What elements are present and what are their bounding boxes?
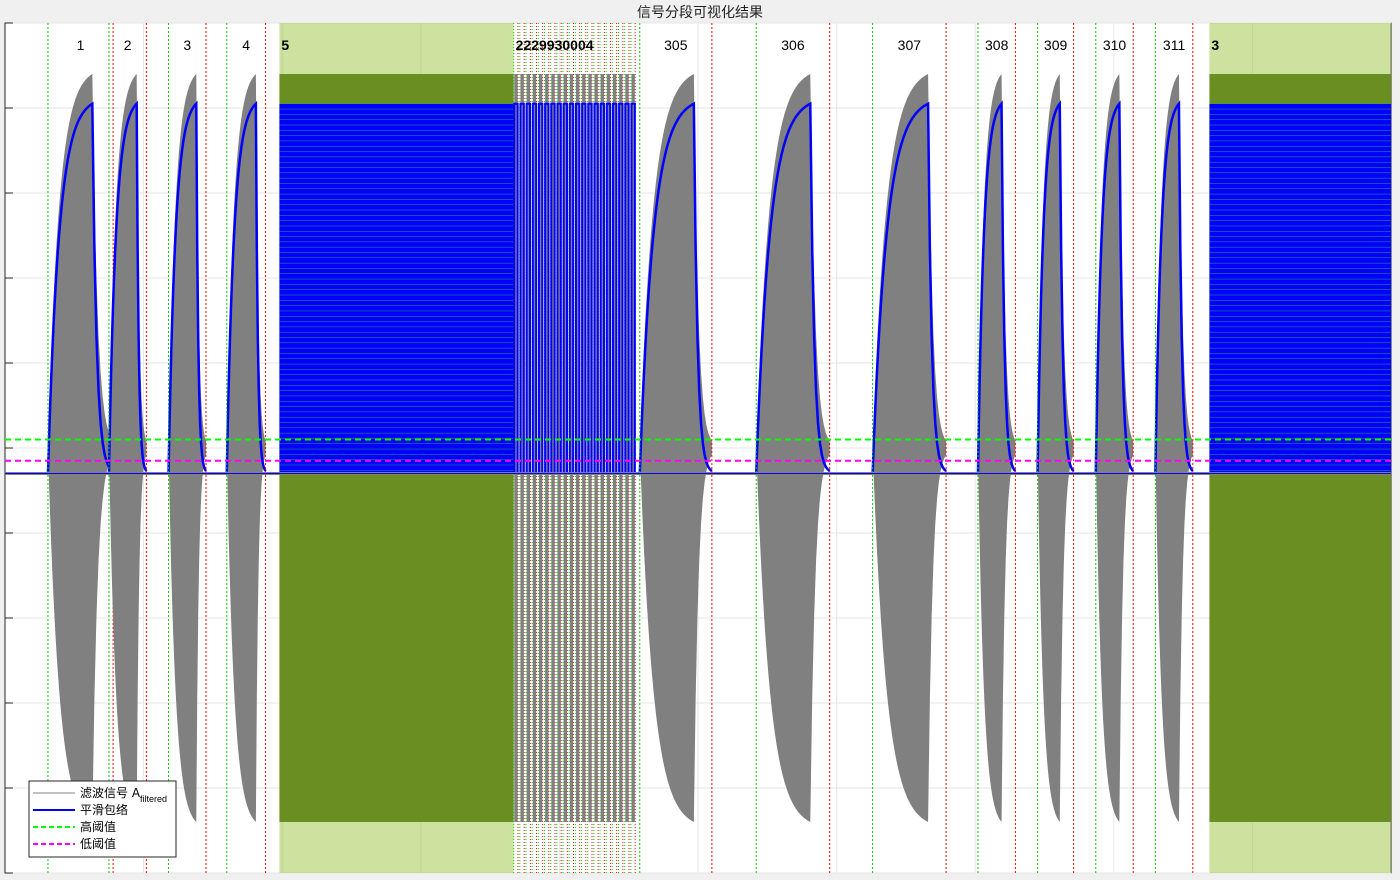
segment-307: 307: [871, 23, 947, 873]
signal-burst: [594, 74, 598, 822]
signal-burst: [569, 74, 574, 822]
segment-label: 306: [781, 37, 805, 53]
envelope-line: [638, 101, 713, 474]
segment-label: 4: [242, 37, 250, 53]
signal-burst: [526, 74, 531, 822]
legend-label: 高阈值: [80, 819, 116, 834]
legend-label: 平滑包络: [80, 802, 128, 817]
segment-3: 3: [167, 23, 208, 873]
signal-burst: [600, 74, 605, 822]
signal-burst: [563, 74, 568, 822]
signal-burst: [557, 74, 561, 822]
segment-305: 305: [638, 23, 713, 873]
signal-burst: [639, 74, 712, 822]
segment-label: 3: [183, 37, 191, 53]
signal-burst: [582, 74, 586, 822]
dense-envelope: [279, 103, 514, 474]
signal-burst: [588, 74, 592, 822]
signal-burst: [1095, 74, 1134, 822]
envelope-line: [225, 100, 267, 474]
segment-309: 309: [1036, 23, 1075, 873]
envelope-line: [754, 101, 831, 474]
signal-burst: [538, 74, 543, 822]
signal-burst: [625, 74, 629, 822]
chart-title: 信号分段可视化结果: [637, 5, 763, 21]
signal-burst: [872, 74, 947, 822]
signal-burst: [47, 74, 114, 822]
dense-envelope: [1209, 103, 1391, 474]
signal-burst: [1037, 74, 1074, 822]
dense-block-3: 3: [1209, 23, 1391, 873]
segment-310: 310: [1094, 23, 1135, 873]
dense-label: 3: [1211, 37, 1219, 53]
segment-4: 4: [225, 23, 267, 873]
segment-label: 1: [77, 37, 85, 53]
signal-burst: [612, 74, 617, 822]
segment-label: 310: [1103, 37, 1127, 53]
signal-burst: [1155, 74, 1193, 822]
signal-burst: [606, 74, 611, 822]
segment-2: 2: [107, 23, 148, 873]
segment-311: 311: [1154, 23, 1194, 873]
segment-label: 2: [124, 37, 132, 53]
envelope-line: [167, 100, 208, 474]
envelope-line: [1094, 100, 1135, 474]
dense-block-2: 2229930004: [513, 23, 636, 873]
segment-label: 311: [1163, 37, 1186, 53]
segment-306: 306: [754, 23, 831, 873]
signal-burst: [977, 74, 1016, 822]
envelope-line: [871, 101, 947, 474]
envelope-line: [1154, 100, 1194, 474]
signal-burst: [551, 74, 555, 822]
legend-subscript: filtered: [140, 794, 167, 804]
signal-burst: [619, 74, 623, 822]
segment-label: 307: [898, 37, 922, 53]
segment-308: 308: [976, 23, 1017, 873]
envelope-line: [46, 101, 114, 474]
dense-label: 2229930004: [516, 37, 594, 53]
signal-burst: [514, 74, 518, 822]
dense-label: 5: [281, 37, 289, 53]
signal-burst: [520, 74, 524, 822]
envelope-line: [976, 100, 1017, 474]
signal-burst: [631, 74, 635, 822]
segment-label: 308: [985, 37, 1009, 53]
signal-burst: [545, 74, 549, 822]
dense-block-1: 5: [279, 23, 514, 873]
envelope-line: [107, 100, 148, 474]
segment-label: 309: [1044, 37, 1068, 53]
signal-burst: [575, 74, 580, 822]
signal-burst: [532, 74, 537, 822]
legend-label: 低阈值: [80, 836, 116, 851]
segment-label: 305: [664, 37, 688, 53]
legend-label: 滤波信号 A: [80, 786, 141, 800]
envelope-line: [1036, 100, 1075, 474]
